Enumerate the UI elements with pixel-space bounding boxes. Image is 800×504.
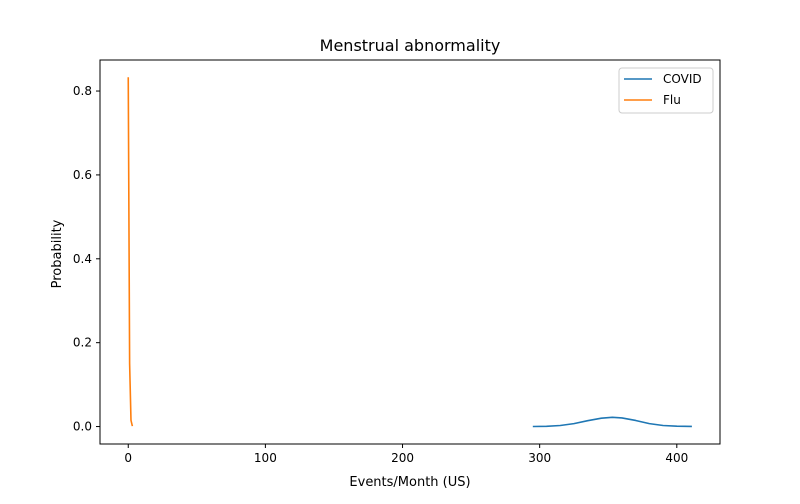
legend-label: Flu [663, 93, 681, 107]
plot-area: 0 100 200 300 400 0.0 0.2 0.4 0.6 0.8 [73, 59, 721, 465]
x-tick-label: 200 [391, 451, 414, 465]
series-line-covid [532, 416, 692, 428]
legend-label: COVID [663, 72, 702, 86]
x-tick-label: 400 [665, 451, 688, 465]
axes-frame [99, 59, 721, 445]
y-tick-label: 0.4 [73, 252, 92, 266]
x-axis-label: Events/Month (US) [349, 475, 470, 490]
y-tick-label: 0.6 [73, 168, 92, 182]
x-tick-label: 100 [254, 451, 277, 465]
y-tick-label: 0.2 [73, 336, 92, 350]
x-tick-label: 0 [124, 451, 132, 465]
legend: COVID Flu [618, 67, 714, 114]
series-line-flu [127, 77, 134, 427]
x-tick-label: 300 [528, 451, 551, 465]
y-tick-label: 0.8 [73, 84, 92, 98]
y-axis-label: Probability [50, 219, 65, 288]
chart-title: Menstrual abnormality [320, 36, 501, 55]
y-tick-label: 0.0 [73, 420, 92, 434]
